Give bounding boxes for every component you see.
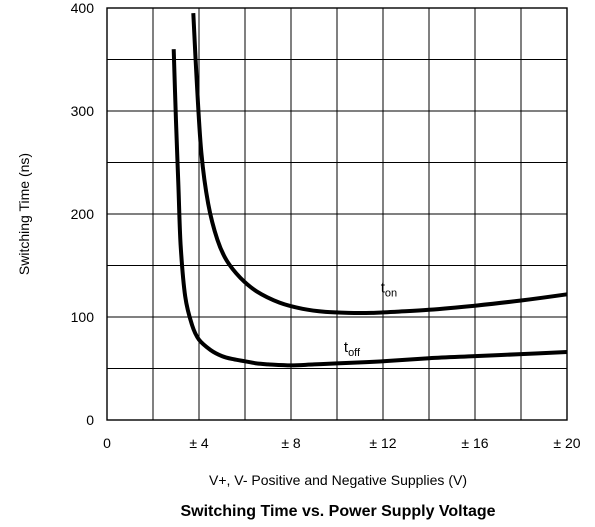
y-tick-label: 300 xyxy=(71,103,95,119)
plot-frame xyxy=(106,7,568,421)
y-tick-labels: 0 100 200 300 400 xyxy=(71,0,95,428)
series-label-t-on: ton xyxy=(381,279,397,299)
series-line-t-off xyxy=(171,49,568,368)
series-lines xyxy=(171,13,568,368)
chart-title: Switching Time vs. Power Supply Voltage xyxy=(180,503,495,520)
x-tick-label: ± 4 xyxy=(189,435,209,451)
x-tick-label: ± 20 xyxy=(553,435,580,451)
x-tick-label: ± 16 xyxy=(461,435,488,451)
x-tick-label: ± 12 xyxy=(369,435,396,451)
x-tick-label: ± 8 xyxy=(281,435,301,451)
x-tick-labels: 0 ± 4 ± 8 ± 12 ± 16 ± 20 xyxy=(103,435,581,451)
y-axis-title: Switching Time (ns) xyxy=(16,153,32,275)
series-label-t-off: toff xyxy=(344,339,361,359)
x-axis-title: V+, V- Positive and Negative Supplies (V… xyxy=(209,472,467,488)
y-tick-label: 400 xyxy=(71,0,95,16)
y-tick-label: 0 xyxy=(86,412,94,428)
series-line-t-on xyxy=(191,13,568,316)
y-tick-label: 200 xyxy=(71,206,95,222)
y-tick-label: 100 xyxy=(71,309,95,325)
series-labels: ton toff xyxy=(344,279,397,359)
x-tick-label: 0 xyxy=(103,435,111,451)
